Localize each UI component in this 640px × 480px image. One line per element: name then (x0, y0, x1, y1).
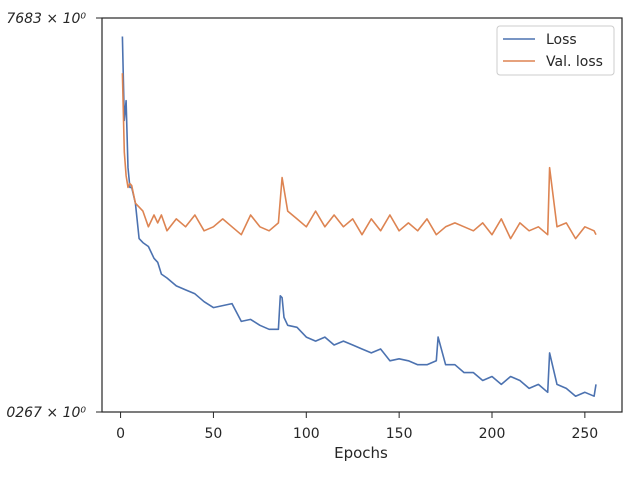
legend-label-val-loss: Val. loss (546, 54, 603, 70)
y-tick-label-bottom: 0267 × 10⁰ (6, 405, 86, 421)
legend: Loss Val. loss (496, 25, 615, 76)
x-axis-ticks: 0 50 100 150 200 250 (116, 412, 598, 442)
x-tick-label: 250 (571, 426, 598, 442)
series-line-loss (121, 36, 597, 398)
y-axis-ticks: 7683 × 10⁰ 0267 × 10⁰ (6, 11, 102, 421)
x-tick-label: 100 (293, 426, 320, 442)
x-tick-label: 50 (205, 426, 223, 442)
x-axis-label: Epochs (334, 444, 388, 462)
x-tick-label: 200 (479, 426, 506, 442)
x-tick-label: 0 (116, 426, 125, 442)
series-layer (121, 36, 597, 398)
x-tick-label: 150 (386, 426, 413, 442)
legend-label-loss: Loss (546, 32, 577, 48)
y-tick-label-top: 7683 × 10⁰ (6, 11, 86, 27)
series-line-val-loss (121, 73, 597, 240)
plot-area (101, 17, 623, 413)
